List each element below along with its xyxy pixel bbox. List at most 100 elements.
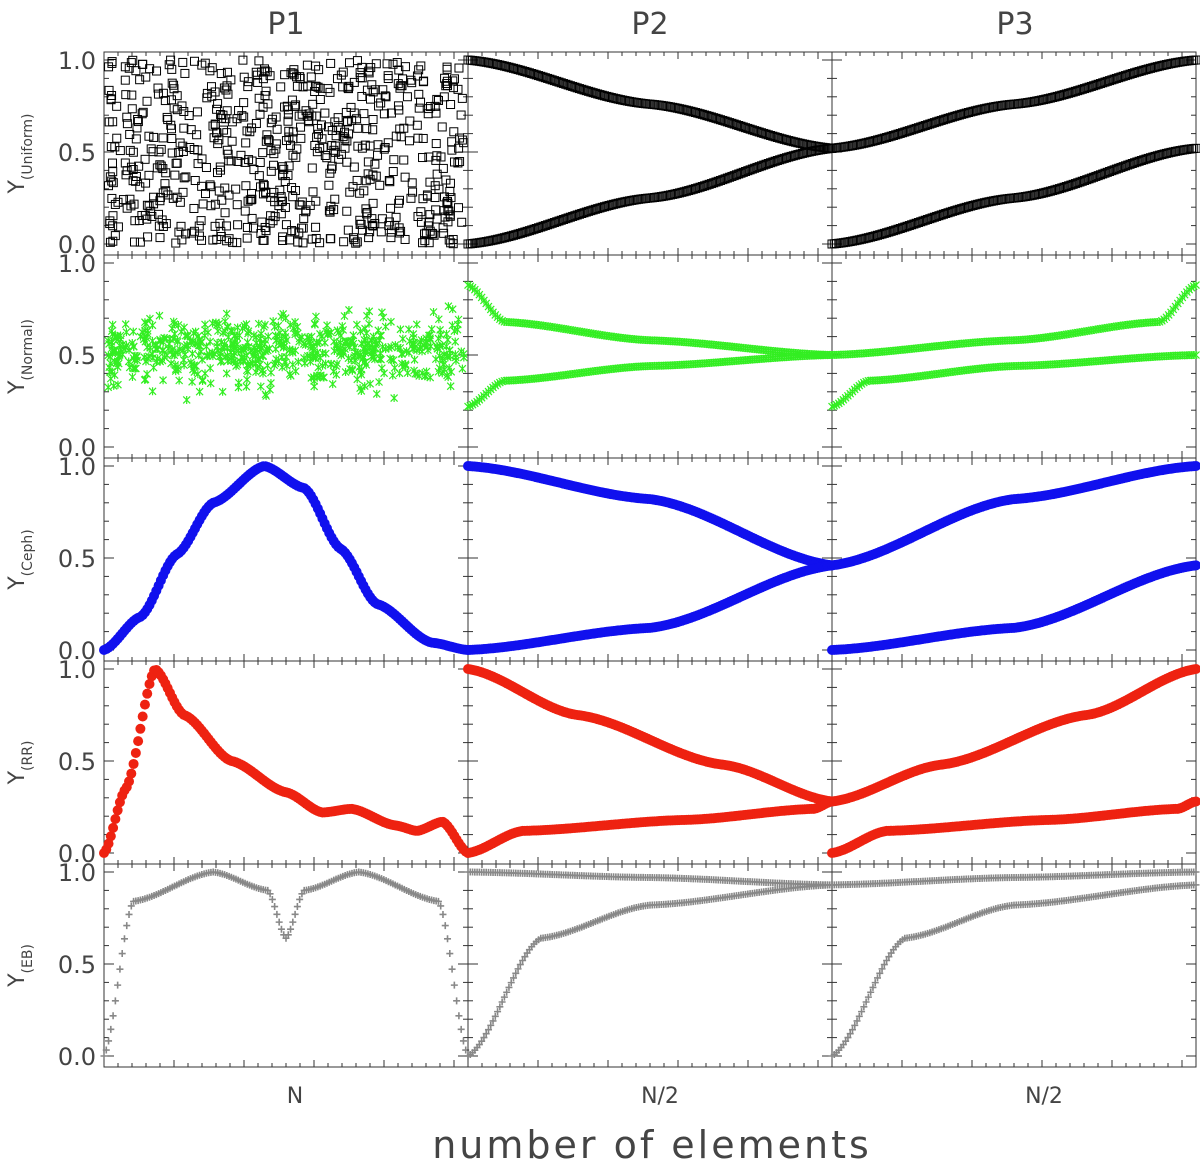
data-point: [278, 196, 288, 206]
data-point: [1102, 76, 1112, 86]
data-point: [863, 233, 873, 243]
data-point: [340, 143, 350, 153]
data-point: [693, 183, 703, 193]
data-point: [266, 118, 276, 128]
data-point: [770, 132, 780, 142]
data-point: [308, 344, 317, 353]
data-point: [126, 768, 137, 779]
data-point: [113, 197, 123, 207]
data-point: [570, 211, 580, 221]
data-point: [945, 207, 955, 217]
data-point: [305, 334, 314, 343]
data-point: [443, 199, 453, 209]
data-point: [927, 213, 937, 223]
data-point: [511, 230, 521, 240]
data-point: [258, 366, 267, 375]
data-point: [691, 108, 700, 118]
data-point: [372, 389, 381, 398]
data-point: [756, 128, 766, 138]
data-point: [315, 338, 324, 347]
data-point: [349, 162, 359, 172]
data-point: [269, 160, 279, 170]
data-point: [386, 203, 396, 213]
data-point: [411, 369, 420, 378]
data-point: [198, 199, 208, 209]
data-point: [344, 58, 354, 68]
data-point: [306, 357, 315, 366]
data-point: [1152, 151, 1162, 161]
data-point: [219, 125, 229, 135]
data-point: [134, 161, 144, 171]
data-point: [107, 58, 117, 68]
data-point: [1109, 74, 1119, 84]
data-point: [370, 159, 380, 169]
data-point: [725, 118, 735, 128]
data-point: [170, 351, 179, 360]
data-point: [791, 137, 801, 147]
data-point: [258, 235, 268, 245]
data-point: [1048, 186, 1058, 196]
data-point: [959, 203, 969, 213]
data-point: [1070, 179, 1080, 189]
data-point: [256, 382, 265, 391]
y-axis-label-row-1: Y(Uniform): [5, 113, 36, 194]
data-point: [920, 215, 930, 225]
data-point: [1041, 94, 1051, 104]
data-point: [731, 120, 741, 130]
data-point: [137, 711, 148, 722]
data-point: [440, 73, 450, 83]
data-point: [384, 175, 394, 185]
data-point: [1100, 168, 1110, 178]
data-point: [312, 312, 320, 321]
data-point: [791, 150, 801, 160]
data-point: [888, 226, 898, 236]
data-point: [882, 228, 892, 238]
data-point: [345, 187, 355, 197]
data-point: [1075, 177, 1085, 187]
data-point: [368, 170, 378, 180]
data-point: [215, 218, 225, 228]
data-point: [1130, 68, 1140, 78]
data-point: [590, 204, 600, 214]
data-point: [454, 203, 464, 213]
data-point: [205, 66, 215, 76]
data-point: [336, 70, 346, 80]
data-point: [164, 60, 174, 70]
data-point: [105, 831, 116, 842]
data-point: [110, 142, 120, 152]
data-point: [445, 346, 454, 355]
data-point: [513, 65, 523, 75]
data-point: [278, 235, 288, 245]
data-point: [278, 162, 288, 172]
data-point: [408, 187, 418, 197]
data-point: [395, 195, 405, 205]
data-point: [328, 380, 337, 389]
data-point: [763, 159, 773, 169]
data-point: [324, 180, 334, 190]
data-point: [406, 193, 416, 203]
data-point: [540, 221, 550, 231]
data-point: [782, 153, 791, 163]
data-point: [383, 74, 393, 84]
data-point: [259, 322, 268, 331]
data-point: [246, 195, 256, 205]
data-point: [172, 158, 182, 168]
data-point: [891, 225, 901, 235]
panel-frame: [831, 51, 1197, 256]
data-point: [588, 205, 598, 215]
data-point: [866, 137, 876, 147]
data-point: [1077, 176, 1087, 186]
data-point: [117, 335, 125, 344]
data-point: [280, 339, 288, 348]
data-point: [122, 112, 132, 122]
data-point: [301, 106, 311, 116]
data-point: [213, 168, 223, 178]
data-point: [777, 154, 787, 164]
data-point: [312, 147, 322, 157]
data-point: [934, 116, 944, 126]
data-point: [750, 126, 760, 136]
data-point: [289, 324, 298, 333]
data-point: [1148, 152, 1158, 162]
series-marks: [463, 461, 837, 655]
data-point: [1084, 174, 1094, 184]
